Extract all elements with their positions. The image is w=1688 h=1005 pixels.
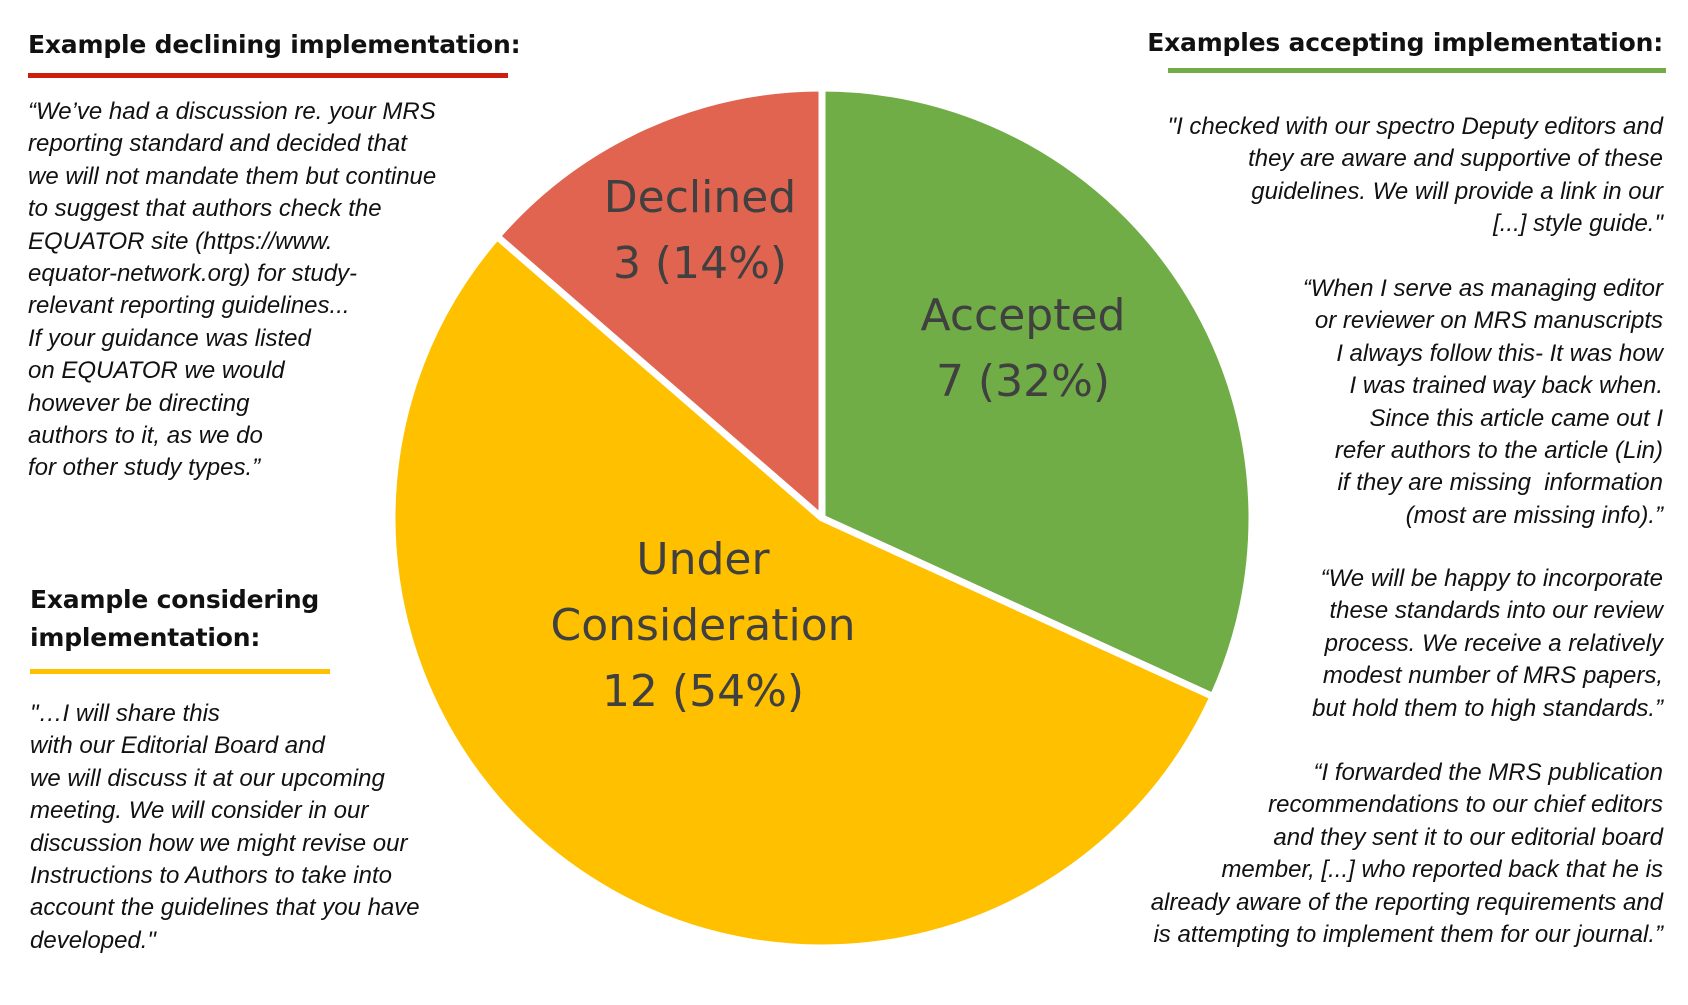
quote-line: [...] style guide." xyxy=(1493,210,1663,238)
quote-line: but hold them to high standards.” xyxy=(1312,694,1663,722)
considering-quote: "…I will share this with our Editorial Bo… xyxy=(30,698,500,957)
pie-slices xyxy=(388,84,1256,952)
quote-line: reporting standard and decided that xyxy=(28,130,407,158)
slice-label: 3 (14%) xyxy=(613,238,787,289)
quote-line: refer authors to the article (Lin) xyxy=(1334,437,1663,465)
accepting-heading: Examples accepting implementation: xyxy=(1147,28,1663,57)
quote-line: discussion how we might revise our xyxy=(30,829,408,857)
quote-line: or reviewer on MRS manuscripts xyxy=(1314,307,1663,335)
quote-line: relevant reporting guidelines... xyxy=(28,292,350,320)
quote-line: member, [...] who reported back that he … xyxy=(1221,856,1663,884)
quote-line: is attempting to implement them for our … xyxy=(1153,921,1663,949)
quote-line: with our Editorial Board and xyxy=(30,732,325,760)
quote-line: recommendations to our chief editors xyxy=(1268,791,1663,819)
accepting-quote: “I forwarded the MRS publication recommen… xyxy=(1043,757,1663,951)
declining-rule xyxy=(28,73,508,78)
quote-line: guidelines. We will provide a link in ou… xyxy=(1251,177,1663,205)
declining-quote: “We’ve had a discussion re. your MRS repo… xyxy=(28,96,498,485)
quote-line: if they are missing information xyxy=(1337,469,1663,497)
considering-heading-line: Example considering xyxy=(30,585,320,614)
quote-line: these standards into our review xyxy=(1329,597,1663,625)
pie-slice-accepted xyxy=(818,84,1256,701)
quote-line: EQUATOR site (https://www. xyxy=(28,227,333,255)
pie-slice-under-consideration xyxy=(388,232,1217,952)
quote-line: modest number of MRS papers, xyxy=(1322,662,1663,690)
quote-line: I always follow this- It was how xyxy=(1336,339,1663,367)
quote-line: meeting. We will consider in our xyxy=(30,797,369,825)
accepting-quote: “When I serve as managing editor or revie… xyxy=(1163,273,1663,532)
quote-line: however be directing xyxy=(28,389,250,417)
quote-line: Since this article came out I xyxy=(1369,404,1663,432)
pie-labels: Accepted 7 (32%) Under Consideration 12 (54%… xyxy=(550,172,1125,717)
quote-line: (most are missing info).” xyxy=(1405,501,1663,529)
quote-line: “I forwarded the MRS publication xyxy=(1313,759,1664,786)
quote-line: we will not mandate them but continue xyxy=(28,162,437,190)
quote-line: "…I will share this xyxy=(30,700,220,727)
quote-line: on EQUATOR we would xyxy=(28,357,285,385)
quote-line: Instructions to Authors to take into xyxy=(30,862,392,890)
accepting-quote: “We will be happy to incorporate these st… xyxy=(1163,563,1663,725)
quote-line: “When I serve as managing editor xyxy=(1302,275,1663,302)
quote-line: equator-network.org) for study- xyxy=(28,260,358,288)
slice-label: Accepted xyxy=(921,290,1126,341)
quote-line: "I checked with our spectro Deputy edito… xyxy=(1167,113,1663,140)
quote-line: to suggest that authors check the xyxy=(28,195,382,223)
declining-heading: Example declining implementation: xyxy=(28,30,521,59)
accepting-rule xyxy=(1168,68,1666,73)
quote-line: If your guidance was listed xyxy=(28,324,311,352)
quote-line: and they sent it to our editorial board xyxy=(1273,823,1663,851)
slice-label: Under xyxy=(636,534,770,585)
considering-heading-line: implementation: xyxy=(30,623,261,652)
slice-label: Consideration xyxy=(550,600,855,651)
considering-rule xyxy=(30,669,330,674)
pie-slice-declined xyxy=(493,84,826,522)
accepting-quote: "I checked with our spectro Deputy edito… xyxy=(1043,111,1663,241)
slice-label: 12 (54%) xyxy=(602,666,804,717)
slice-label: 7 (32%) xyxy=(936,356,1110,407)
quote-line: authors to it, as we do xyxy=(28,422,263,450)
quote-line: we will discuss it at our upcoming xyxy=(30,764,385,792)
quote-line: I was trained way back when. xyxy=(1349,372,1664,400)
slice-label: Declined xyxy=(604,172,796,223)
quote-line: developed." xyxy=(30,926,156,954)
considering-heading: Example considering implementation: xyxy=(30,581,319,657)
quote-line: process. We receive a relatively xyxy=(1324,629,1663,657)
quote-line: for other study types.” xyxy=(28,454,261,482)
quote-line: account the guidelines that you have xyxy=(30,894,420,922)
quote-line: “We’ve had a discussion re. your MRS xyxy=(28,98,436,125)
quote-line: “We will be happy to incorporate xyxy=(1320,565,1663,592)
quote-line: already aware of the reporting requireme… xyxy=(1150,888,1663,916)
quote-line: they are aware and supportive of these xyxy=(1248,145,1663,173)
